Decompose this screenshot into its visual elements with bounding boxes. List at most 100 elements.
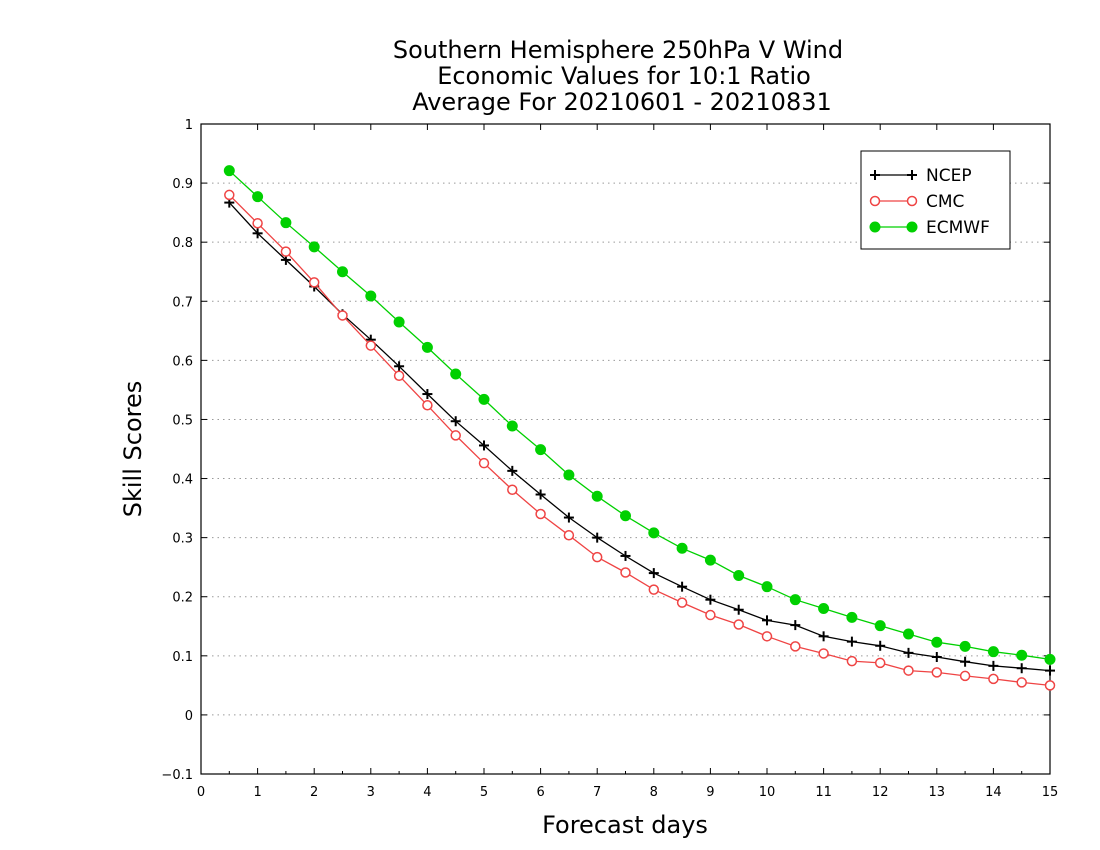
data-point-ecmwf (280, 217, 292, 229)
data-point-cmc (1044, 680, 1056, 691)
y-tick-label: 0.4 (172, 473, 193, 488)
series-line-ncep (228, 202, 1051, 672)
data-point-ecmwf (591, 490, 603, 502)
x-tick-label: 15 (1042, 785, 1059, 800)
data-point-cmc (535, 508, 546, 520)
data-point-cmc (903, 665, 914, 676)
data-point-cmc (591, 551, 603, 563)
y-tick-label: 0.2 (172, 591, 193, 606)
legend-marker-ncep (870, 170, 880, 180)
data-point-ecmwf (393, 316, 405, 328)
y-tick-label: 0.9 (172, 177, 193, 192)
data-point-cmc (620, 567, 631, 578)
data-point-ecmwf (563, 469, 575, 481)
y-tick-label: 1 (185, 118, 193, 133)
legend-label-ecmwf: ECMWF (926, 218, 990, 238)
title-line-1: Southern Hemisphere 250hPa V Wind (393, 36, 843, 64)
data-point-ncep (592, 532, 603, 543)
data-point-cmc (422, 400, 433, 411)
data-point-cmc (393, 370, 405, 381)
data-point-ecmwf (365, 290, 377, 302)
x-tick-label: 5 (480, 785, 488, 800)
data-point-ecmwf (308, 241, 320, 253)
data-point-cmc (790, 641, 801, 652)
data-point-ecmwf (987, 646, 999, 658)
data-point-ncep (960, 656, 971, 667)
data-point-ecmwf (789, 594, 801, 606)
x-axis-label: Forecast days (542, 811, 708, 839)
legend-marker-ecmwf (869, 221, 881, 233)
data-point-ecmwf (704, 554, 716, 566)
data-point-ecmwf (421, 341, 433, 353)
legend-label-cmc: CMC (926, 192, 964, 212)
data-point-cmc (478, 457, 490, 469)
data-point-ncep (875, 640, 886, 651)
data-point-ecmwf (761, 581, 773, 593)
x-tick-label: 3 (367, 785, 375, 800)
data-point-ecmwf (903, 628, 914, 640)
data-point-ncep (394, 361, 405, 372)
data-point-cmc (1016, 677, 1027, 688)
data-point-ncep (422, 389, 433, 400)
x-tick-label: 10 (759, 785, 776, 800)
data-point-ncep (790, 620, 801, 631)
gridlines (201, 182, 1050, 716)
data-point-ncep (762, 615, 772, 626)
y-axis-label: Skill Scores (119, 381, 147, 518)
data-point-cmc (705, 609, 716, 621)
y-tick-label: 0.1 (172, 650, 193, 665)
legend-entries: NCEP CMC ECMWF (869, 166, 990, 238)
x-tick-label: 7 (593, 785, 601, 800)
y-tick-label: 0 (185, 709, 193, 724)
data-point-ncep (620, 550, 631, 561)
x-tick-label: 8 (650, 785, 658, 800)
data-point-ncep (818, 631, 829, 642)
series-layer (223, 165, 1056, 691)
data-point-ecmwf (1016, 649, 1028, 661)
data-point-ncep (1016, 663, 1027, 674)
data-point-ecmwf (874, 620, 886, 632)
data-point-ecmwf (959, 640, 971, 652)
data-point-cmc (676, 597, 688, 608)
y-tick-label: 0.5 (172, 413, 193, 428)
data-point-cmc (507, 484, 518, 496)
legend: NCEP CMC ECMWF (860, 150, 1011, 250)
data-point-ecmwf (450, 368, 462, 380)
data-point-ncep (535, 489, 546, 500)
data-point-ncep (677, 581, 688, 592)
x-tick-label: 0 (197, 785, 205, 800)
series-cmc (224, 189, 1056, 691)
title-line-3: Average For 20210601 - 20210831 (412, 88, 832, 116)
x-tick-label: 13 (929, 785, 946, 800)
x-tick-label: 12 (872, 785, 889, 800)
legend-marker-ecmwf (906, 221, 918, 233)
y-tick-label: 0.6 (172, 354, 193, 369)
data-point-cmc (365, 340, 377, 351)
data-point-cmc (224, 189, 235, 201)
legend-marker-cmc (869, 195, 881, 207)
series-ecmwf (223, 165, 1056, 665)
data-point-cmc (280, 246, 292, 257)
data-point-ecmwf (1044, 653, 1056, 665)
y-tick-label: 0.8 (172, 236, 193, 251)
data-point-ncep (450, 416, 461, 427)
x-tick-label: 11 (815, 785, 832, 800)
legend-box (860, 150, 1011, 250)
title-line-2: Economic Values for 10:1 Ratio (437, 62, 811, 90)
data-point-cmc (846, 655, 858, 667)
data-point-ecmwf (676, 542, 688, 554)
x-tick-label: 14 (985, 785, 1002, 800)
x-tick-label: 9 (706, 785, 714, 800)
chart-title: Southern Hemisphere 250hPa V Wind Econom… (393, 36, 843, 116)
data-point-ecmwf (931, 636, 943, 648)
y-tick-label: 0.3 (172, 532, 193, 547)
legend-marker-ncep (907, 170, 917, 180)
data-point-ecmwf (620, 510, 631, 522)
data-point-ncep (988, 660, 999, 671)
data-point-ncep (846, 636, 857, 647)
data-point-ecmwf (252, 191, 264, 203)
data-point-ecmwf (535, 444, 547, 456)
y-axis-ticks: −0.1 0 0.1 0.2 0.3 0.4 0.5 0.6 0.7 0.8 0.9 1 (161, 118, 1050, 783)
legend-label-ncep: NCEP (926, 166, 972, 186)
